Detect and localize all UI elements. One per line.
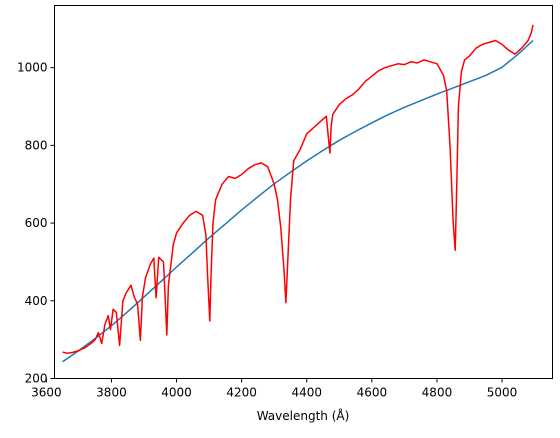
- x-tick-label: 5000: [487, 386, 518, 400]
- series-line-2: [62, 24, 534, 354]
- y-tick-label: 200: [25, 372, 48, 386]
- x-axis: 3600 3800 4000 4200 4400 4600 4800 5000: [31, 378, 518, 400]
- y-tick-label: 400: [25, 294, 48, 308]
- axes-frame: [54, 5, 553, 379]
- x-tick-label: 4800: [422, 386, 453, 400]
- x-tick-label: 3800: [96, 386, 127, 400]
- x-tick-label: 4200: [226, 386, 257, 400]
- y-tick-label: 800: [25, 138, 48, 152]
- y-axis: 200 400 600 800 1000: [17, 61, 55, 386]
- series-line-1: [62, 39, 534, 363]
- x-tick-label: 4600: [357, 386, 388, 400]
- x-tick-label: 4400: [291, 386, 322, 400]
- plot-area: [54, 5, 553, 379]
- series-layer: [62, 24, 534, 363]
- x-tick-label: 3600: [31, 386, 62, 400]
- y-tick-label: 600: [25, 216, 48, 230]
- x-tick-label: 4000: [161, 386, 192, 400]
- x-axis-label: Wavelength (Å): [257, 408, 350, 423]
- y-tick-label: 1000: [17, 61, 48, 75]
